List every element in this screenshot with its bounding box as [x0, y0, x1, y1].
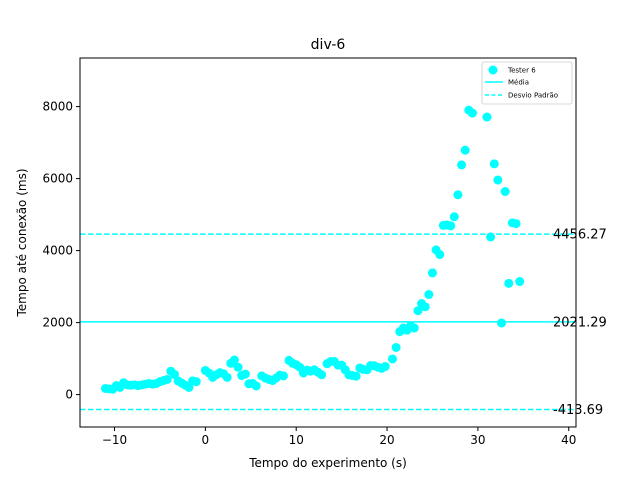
- data-point: [424, 290, 434, 300]
- legend-label-tester: Tester 6: [507, 67, 536, 75]
- data-point: [240, 369, 250, 379]
- data-point: [420, 302, 430, 312]
- x-tick-label: 30: [470, 433, 485, 447]
- scatter-points: [100, 105, 525, 394]
- data-point: [515, 277, 525, 287]
- data-point: [489, 159, 499, 169]
- std-upper-line-label: 4456.27: [553, 228, 607, 243]
- data-point: [278, 371, 288, 381]
- data-point: [493, 175, 503, 185]
- data-point: [457, 160, 467, 170]
- y-tick-label: 4000: [42, 244, 73, 258]
- x-tick-label: 10: [289, 433, 304, 447]
- data-point: [449, 212, 459, 222]
- data-point: [497, 318, 507, 328]
- ticks: −10 0 10 20 30 40 0 2000 4000 6000 8000: [42, 100, 576, 447]
- y-tick-label: 8000: [42, 100, 73, 114]
- chart-title: div-6: [311, 37, 346, 53]
- data-point: [233, 362, 243, 372]
- mean-line-label: 2021.29: [553, 315, 607, 330]
- data-point: [460, 145, 470, 155]
- plot-frame: [79, 57, 577, 428]
- axes: [79, 57, 577, 428]
- legend-label-std: Desvio Padrão: [508, 92, 558, 100]
- data-point: [453, 190, 463, 200]
- y-tick-label: 6000: [42, 172, 73, 186]
- data-point: [482, 112, 492, 122]
- x-tick-label: 20: [379, 433, 394, 447]
- std-lower-line-label: -413.69: [553, 403, 603, 418]
- data-point: [511, 219, 521, 229]
- data-point: [500, 187, 510, 197]
- data-point: [229, 355, 239, 365]
- data-point: [467, 108, 477, 118]
- data-point: [222, 372, 232, 382]
- x-axis-label: Tempo do experimento (s): [248, 456, 407, 470]
- data-point: [317, 370, 327, 380]
- data-point: [413, 306, 423, 316]
- x-tick-label: 0: [202, 433, 210, 447]
- line-labels: 2021.29 4456.27 -413.69: [553, 228, 607, 418]
- data-point: [380, 362, 390, 372]
- data-point: [427, 268, 437, 278]
- y-axis-label: Tempo até conexão (ms): [15, 168, 29, 317]
- data-point: [351, 371, 361, 381]
- y-tick-label: 2000: [42, 316, 73, 330]
- data-point: [409, 323, 419, 333]
- data-point: [387, 354, 397, 364]
- legend-marker-tester: [488, 65, 498, 75]
- data-point: [251, 381, 261, 391]
- data-point: [391, 342, 401, 352]
- data-point: [446, 221, 456, 231]
- x-tick-label: 40: [561, 433, 576, 447]
- data-point: [486, 232, 496, 242]
- data-point: [504, 278, 514, 288]
- data-point: [162, 374, 172, 384]
- data-point: [191, 377, 201, 387]
- legend-box: [481, 61, 573, 105]
- y-tick-label: 0: [65, 388, 73, 402]
- x-tick-label: −10: [102, 433, 127, 447]
- data-point: [435, 250, 445, 260]
- legend: Tester 6 Média Desvio Padrão: [481, 61, 573, 105]
- legend-label-mean: Média: [508, 79, 529, 87]
